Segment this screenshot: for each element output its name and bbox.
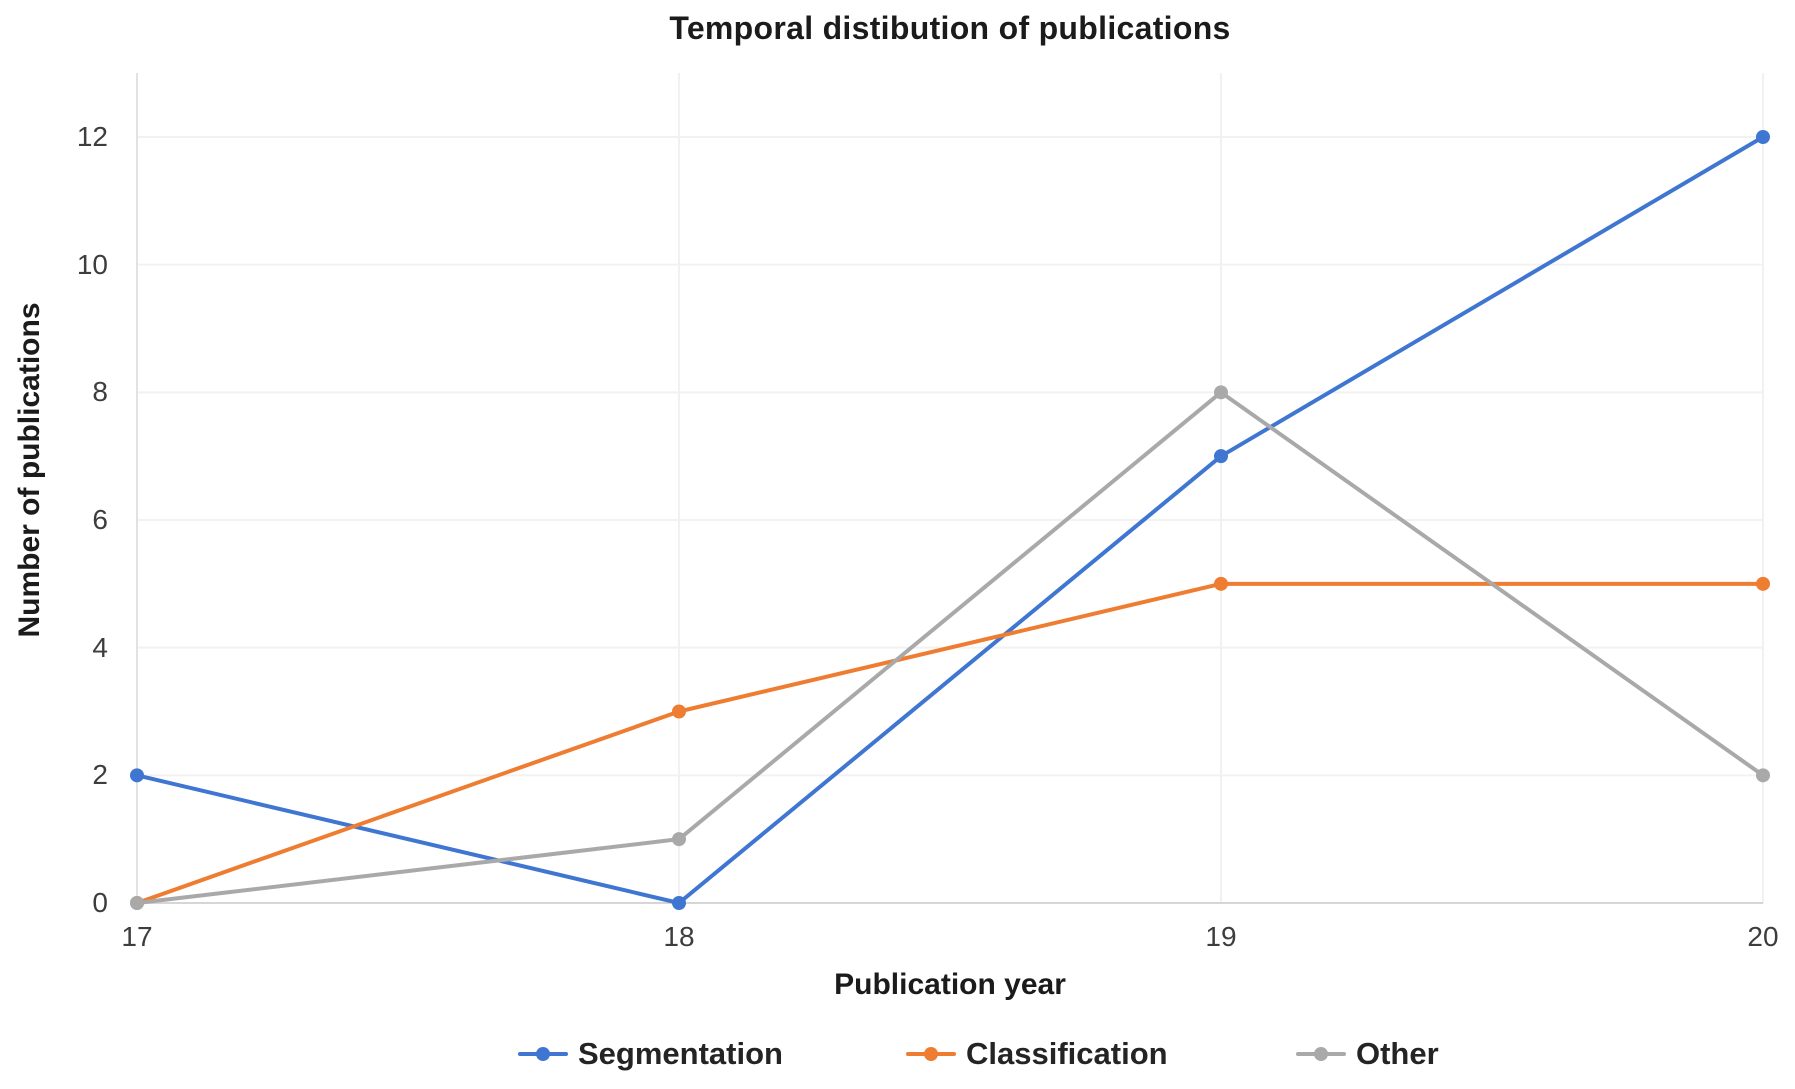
legend-line-dot-icon xyxy=(518,1045,568,1063)
series-line-classification xyxy=(135,581,1765,905)
data-point-segmentation xyxy=(672,896,686,910)
legend-label: Segmentation xyxy=(578,1036,783,1071)
data-point-classification xyxy=(1756,576,1770,591)
y-tick-label: 0 xyxy=(92,887,108,918)
x-tick-label: 17 xyxy=(121,921,153,952)
y-tick-label: 10 xyxy=(76,248,108,280)
legend-line-dot-icon xyxy=(906,1045,956,1063)
data-point-segmentation xyxy=(1214,449,1228,464)
x-tick-label: 18 xyxy=(663,921,695,952)
series-line-segmentation xyxy=(135,135,1765,905)
legend-item-classification: Classification xyxy=(906,1032,1168,1076)
y-tick-label: 6 xyxy=(92,504,108,535)
x-tick-label: 19 xyxy=(1205,921,1237,952)
legend-line-dot-icon xyxy=(1296,1045,1346,1063)
y-tick-label: 8 xyxy=(92,376,108,408)
data-point-segmentation xyxy=(1756,130,1770,144)
data-point-other xyxy=(1214,385,1228,400)
legend-item-other: Other xyxy=(1296,1032,1439,1076)
x-axis-title: Publication year xyxy=(834,968,1066,1001)
y-tick-label: 2 xyxy=(92,759,108,791)
legend-label: Other xyxy=(1356,1036,1439,1071)
legend: Segmentation Classification Other xyxy=(0,1032,1795,1082)
data-point-other xyxy=(672,832,686,847)
legend-label: Classification xyxy=(966,1036,1168,1071)
y-tick-label: 4 xyxy=(92,631,108,663)
data-point-other xyxy=(1756,768,1770,783)
data-point-segmentation xyxy=(130,768,144,783)
data-point-other xyxy=(130,896,144,910)
y-tick-label: 12 xyxy=(76,121,108,152)
data-point-classification xyxy=(672,704,686,719)
legend-item-segmentation: Segmentation xyxy=(518,1032,783,1076)
chart-title: Temporal distibution of publications xyxy=(669,10,1231,46)
series-line-other xyxy=(135,390,1765,905)
data-point-classification xyxy=(1214,576,1228,591)
x-tick-label: 20 xyxy=(1747,921,1779,952)
